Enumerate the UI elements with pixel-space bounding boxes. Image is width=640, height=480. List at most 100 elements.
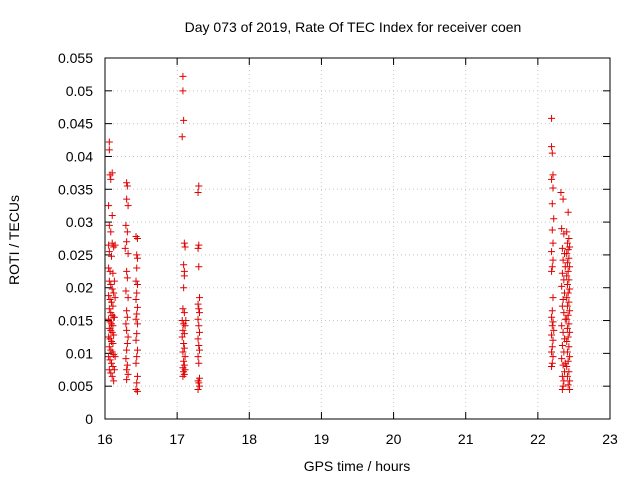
data-point — [105, 264, 113, 272]
data-point — [194, 300, 202, 308]
data-point — [563, 315, 571, 323]
y-axis-label: ROTI / TECUs — [6, 195, 22, 285]
data-point — [179, 72, 187, 80]
data-point — [109, 302, 117, 310]
data-point — [133, 330, 141, 338]
data-point — [105, 292, 113, 300]
data-point — [195, 305, 203, 313]
data-point — [105, 202, 113, 210]
data-point — [560, 309, 568, 317]
data-point — [109, 340, 117, 348]
data-point — [107, 359, 115, 367]
data-point — [123, 313, 131, 321]
data-point — [178, 133, 186, 141]
data-point — [563, 250, 571, 258]
data-point — [133, 303, 141, 311]
y-tick-label: 0.02 — [66, 280, 93, 296]
data-point — [564, 246, 572, 254]
data-point — [132, 315, 140, 323]
data-point — [565, 343, 573, 351]
data-point — [563, 259, 571, 267]
data-point — [194, 385, 202, 393]
x-tick-label: 17 — [169, 431, 185, 447]
data-point — [549, 318, 557, 326]
data-point — [558, 385, 566, 393]
data-point — [548, 200, 556, 208]
data-point — [563, 228, 571, 236]
data-point — [565, 368, 573, 376]
data-point — [123, 228, 131, 236]
x-tick-label: 19 — [314, 431, 330, 447]
data-point — [195, 263, 203, 271]
data-point — [557, 189, 565, 197]
data-point — [563, 280, 571, 288]
data-point — [133, 379, 141, 387]
data-point — [107, 175, 115, 183]
data-point — [565, 276, 573, 284]
data-point — [133, 387, 141, 395]
data-point — [548, 175, 556, 183]
data-point — [133, 251, 141, 259]
data-point — [107, 280, 115, 288]
data-point — [549, 239, 557, 247]
y-tick-label: 0.045 — [58, 116, 93, 132]
data-point — [548, 313, 556, 321]
data-point — [124, 294, 132, 302]
data-point — [563, 362, 571, 370]
data-point — [133, 235, 141, 242]
data-point — [132, 336, 140, 344]
plot-frame — [104, 57, 611, 420]
data-point — [181, 353, 189, 361]
data-point — [123, 274, 131, 282]
data-point — [123, 195, 131, 203]
data-point — [549, 294, 557, 302]
data-point — [133, 353, 141, 361]
data-point — [559, 328, 567, 336]
data-point — [132, 296, 140, 304]
data-point — [548, 143, 556, 151]
data-point — [105, 241, 113, 249]
data-point — [107, 298, 115, 306]
data-point — [180, 239, 188, 247]
data-point — [180, 309, 188, 317]
data-point — [194, 335, 202, 343]
data-point — [566, 377, 574, 385]
data-point — [178, 333, 186, 341]
data-point — [110, 377, 118, 385]
x-tick-label: 21 — [458, 431, 474, 447]
data-point — [548, 263, 556, 271]
data-point — [558, 269, 566, 277]
data-point — [548, 114, 556, 122]
data-point — [111, 241, 119, 249]
x-tick-label: 20 — [386, 431, 402, 447]
data-point — [566, 353, 574, 361]
data-point — [548, 248, 556, 256]
y-tick-label: 0.055 — [58, 50, 93, 66]
data-point — [548, 226, 556, 234]
data-point — [106, 356, 114, 364]
data-point — [559, 382, 567, 390]
data-point — [180, 357, 188, 365]
data-point — [548, 343, 556, 351]
data-point — [108, 372, 116, 380]
data-point — [107, 252, 115, 260]
x-tick-label: 22 — [530, 431, 546, 447]
data-point — [179, 326, 187, 334]
data-point — [180, 340, 188, 348]
data-point — [180, 272, 188, 280]
data-point — [181, 243, 189, 251]
data-point — [133, 280, 141, 288]
data-point — [133, 310, 141, 318]
data-point — [105, 248, 113, 256]
data-point — [133, 254, 141, 262]
data-point — [563, 348, 571, 356]
data-point — [194, 189, 202, 197]
x-tick-label: 23 — [602, 431, 618, 447]
data-point — [180, 344, 188, 352]
data-point — [107, 369, 115, 377]
data-point — [124, 250, 132, 258]
data-point — [111, 294, 119, 302]
data-point — [194, 353, 202, 361]
data-point — [563, 324, 571, 332]
data-point — [564, 333, 572, 341]
